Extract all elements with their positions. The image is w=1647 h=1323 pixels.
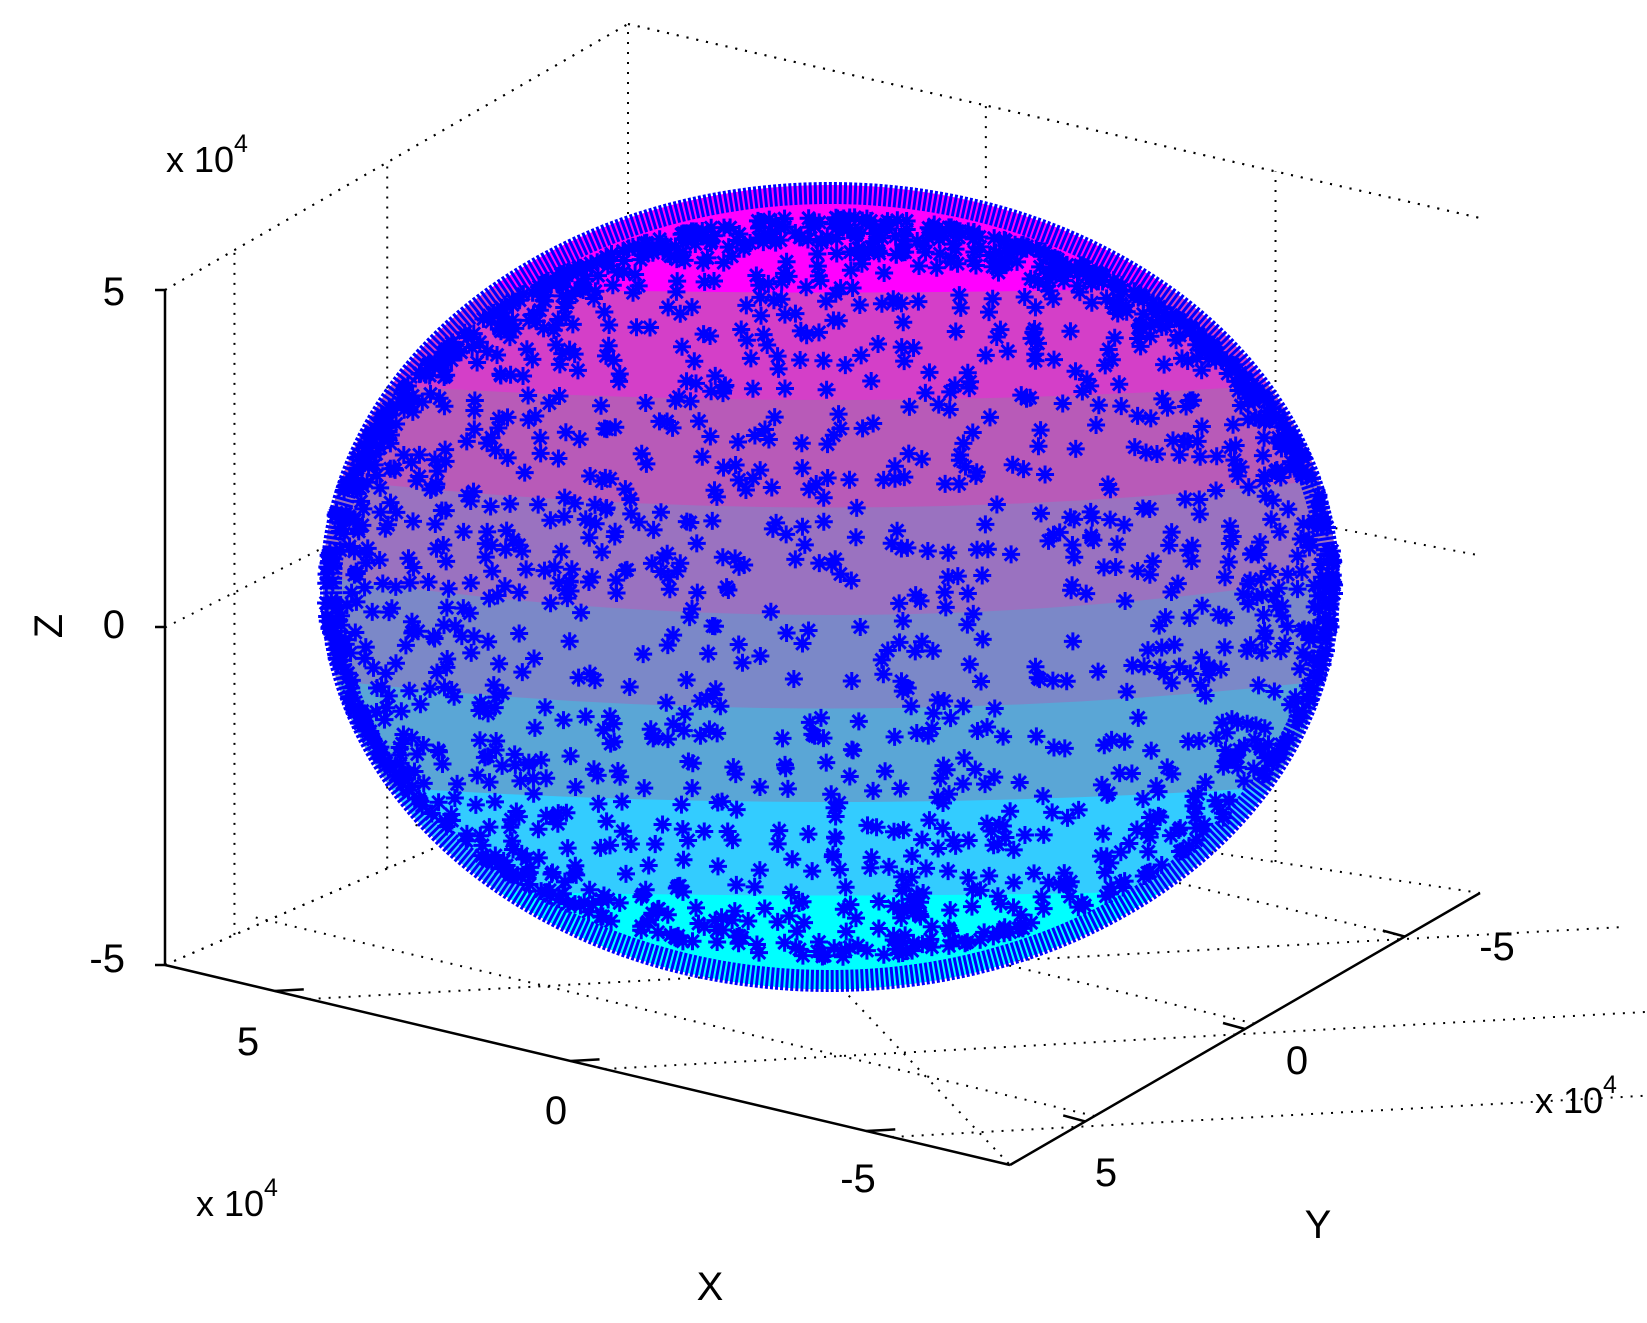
grid-line xyxy=(627,763,1011,1166)
x-axis-label: X xyxy=(697,1265,724,1309)
axes xyxy=(155,288,1481,1167)
y-tick-label: 5 xyxy=(1095,1151,1117,1195)
y-exponent-label: x 104 xyxy=(1535,1071,1617,1121)
marker-rim xyxy=(320,182,1340,992)
x-tick xyxy=(866,1128,896,1133)
x-exponent-power: 4 xyxy=(264,1174,278,1202)
z-exponent-power: 4 xyxy=(234,130,248,158)
x-tick xyxy=(274,988,304,993)
z-tick-label: -5 xyxy=(89,937,125,981)
x-tick-label: 5 xyxy=(237,1020,259,1064)
y-tick xyxy=(1062,1114,1086,1123)
x-tick xyxy=(570,1058,600,1063)
x-tick-label: 0 xyxy=(545,1089,567,1133)
y-exponent-base: x 10 xyxy=(1535,1080,1603,1121)
grid-line xyxy=(891,1094,1647,1138)
data-markers xyxy=(317,182,1344,992)
y-tick-label: 0 xyxy=(1286,1039,1308,1083)
z-tick-label: 0 xyxy=(103,603,125,647)
x-exponent-base: x 10 xyxy=(196,1183,264,1224)
z-axis-label: Z xyxy=(27,614,71,638)
y-tick xyxy=(1222,1021,1246,1031)
y-exponent-power: 4 xyxy=(1603,1071,1617,1099)
grid-line xyxy=(604,1010,1647,1070)
y-axis-label: Y xyxy=(1305,1203,1332,1247)
y-tick-label: -5 xyxy=(1479,925,1515,969)
x-exponent-label: x 104 xyxy=(196,1174,278,1224)
z-tick-label: 5 xyxy=(103,270,125,314)
x-tick-label: -5 xyxy=(840,1157,876,1201)
z-exponent-label: x 104 xyxy=(166,130,248,180)
y-tick xyxy=(1382,929,1406,938)
z-exponent-base: x 10 xyxy=(166,139,234,180)
